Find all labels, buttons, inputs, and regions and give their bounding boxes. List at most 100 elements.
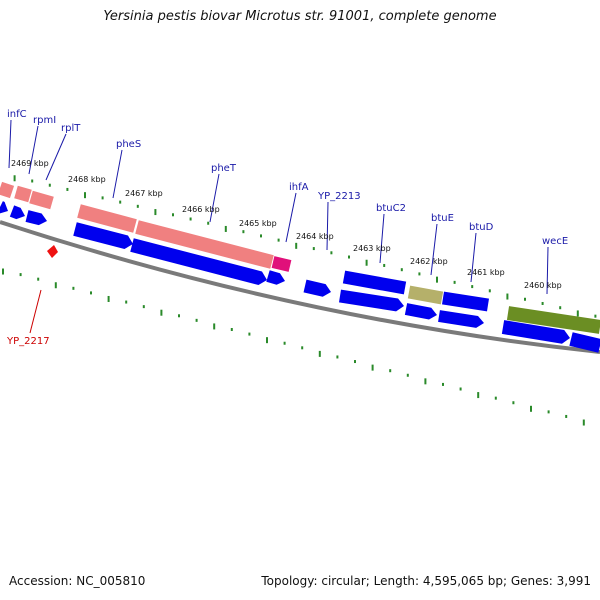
feature-trna [29, 190, 54, 210]
label-layer: infC rpmI rplT pheS pheT ihfA YP_2213 btuC2 btuE… [6, 109, 568, 347]
tick-mark [213, 323, 216, 330]
tick-mark [125, 300, 128, 304]
tick-mark [248, 332, 251, 336]
feature-cds [266, 270, 285, 285]
gene-label: btuE [431, 213, 454, 224]
tick-mark [160, 309, 163, 316]
tick-mark [442, 382, 444, 386]
label-leader-line [45, 133, 67, 181]
feature-trna [77, 204, 137, 233]
feature-cds [442, 291, 489, 312]
gene-label: btuC2 [376, 203, 406, 214]
label-leader-line [546, 246, 549, 295]
tick-track-outer [13, 175, 597, 318]
feature-cds [73, 222, 133, 250]
tick-mark [266, 337, 268, 344]
tick-mark [541, 301, 544, 305]
tick-mark [242, 230, 245, 234]
position-label: 2468 kbp [68, 175, 106, 184]
gene-label: infC [7, 109, 27, 120]
tick-mark [312, 247, 315, 251]
label-leader-line [112, 149, 123, 199]
tick-mark [348, 255, 350, 259]
label-leader-line [285, 192, 297, 243]
position-label: 2461 kbp [467, 268, 505, 277]
feature-trna [14, 185, 32, 203]
feature-cds [501, 320, 570, 344]
tick-mark [54, 282, 57, 289]
feature-trna [0, 181, 15, 199]
tick-mark [371, 364, 374, 371]
gene-label: YP_2213 [317, 191, 361, 202]
tick-mark [383, 263, 386, 267]
tick-mark [119, 200, 122, 204]
tick-mark [72, 286, 75, 290]
feature-cds [338, 289, 404, 312]
tick-mark [530, 405, 532, 412]
tick-mark [195, 318, 198, 322]
label-leader-line [470, 232, 477, 283]
tick-mark [330, 251, 333, 255]
tick-mark [48, 183, 51, 187]
tick-mark [494, 396, 497, 400]
tick-mark [506, 293, 509, 300]
tick-mark [260, 234, 262, 238]
tick-mark [224, 225, 227, 232]
tick-mark [547, 410, 550, 414]
tick-mark [594, 314, 597, 318]
tick-mark [576, 310, 579, 317]
position-label: 2464 kbp [296, 232, 334, 241]
label-leader-line [209, 173, 220, 223]
feature-cds [342, 270, 407, 295]
tick-mark [154, 209, 157, 216]
tick-mark [336, 355, 339, 359]
feature-cds [303, 279, 331, 297]
gene-label: rpmI [33, 115, 56, 126]
tick-mark [354, 360, 356, 364]
position-label: 2465 kbp [239, 219, 277, 228]
tick-mark [142, 305, 145, 309]
tick-mark [172, 213, 174, 217]
feature-ncrna [47, 245, 58, 258]
tick-mark [389, 369, 392, 373]
tick-mark [90, 291, 92, 295]
gene-label: wecE [542, 236, 568, 247]
position-label: 2466 kbp [182, 205, 220, 214]
feature-cds [9, 205, 25, 220]
tick-mark [189, 217, 192, 221]
tick-mark [418, 272, 421, 276]
tick-mark [31, 179, 34, 183]
tick-mark [400, 268, 403, 272]
tick-mark [471, 285, 474, 289]
tick-mark [559, 306, 562, 310]
tick-mark [477, 392, 480, 399]
tick-mark [524, 297, 526, 301]
label-leader-line [326, 201, 329, 251]
label-leaders [8, 119, 549, 334]
tick-mark [230, 328, 233, 332]
label-leader-line [8, 119, 12, 169]
label-leader-line [28, 125, 39, 175]
tick-mark [37, 277, 40, 281]
label-leader-line [379, 213, 385, 264]
gene-label: btuD [469, 222, 494, 233]
tick-mark [84, 192, 86, 199]
feature-cds [569, 332, 600, 353]
gene-label: YP_2217 [6, 336, 50, 347]
gene-label: pheS [116, 139, 141, 150]
feature-rrna [271, 256, 292, 272]
tick-mark [283, 341, 286, 345]
tick-mark [365, 259, 368, 266]
position-label: 2463 kbp [353, 244, 391, 253]
tick-mark [459, 387, 462, 391]
backbone-strand [0, 220, 600, 354]
accession-label: Accession: NC_005810 [9, 574, 146, 588]
tick-mark [66, 187, 69, 191]
topology-label: Topology: circular; Length: 4,595,065 bp… [261, 574, 591, 588]
tick-mark [488, 289, 491, 293]
tick-mark [406, 373, 409, 377]
tick-mark [436, 276, 438, 283]
tick-mark [19, 273, 22, 277]
